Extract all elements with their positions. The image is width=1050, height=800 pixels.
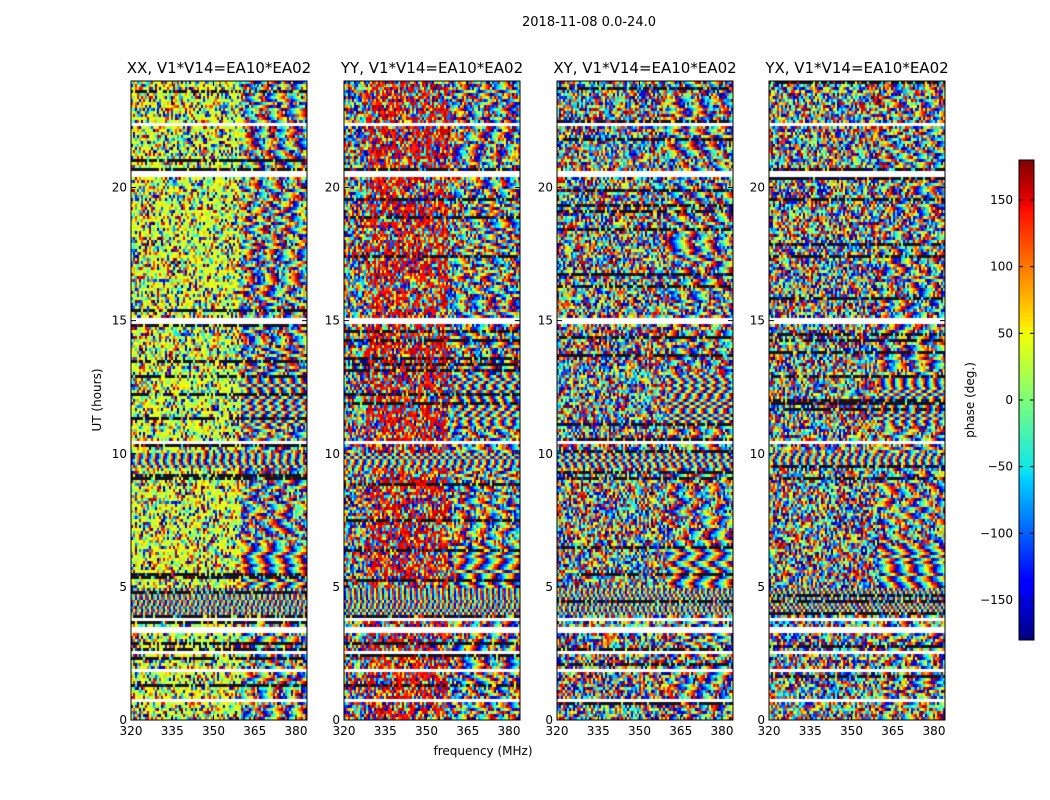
phase-heatmap-yy: [344, 81, 520, 720]
x-tick-label: 365: [881, 724, 904, 738]
phase-heatmap-yx: [769, 81, 945, 720]
colorbar-tick-label: −100: [980, 526, 1013, 540]
panel-yx: YX, V1*V14=EA10*EA02 320 335 350 365 380 0 5 10 1…: [750, 59, 949, 738]
colorbar-ticks: −150 −100 −50 0 50 100 150: [980, 193, 1034, 607]
x-tick-label: 350: [840, 724, 863, 738]
figure-suptitle: 2018-11-08 0.0-24.0: [522, 15, 656, 30]
phase-heatmap-xy: [557, 81, 733, 720]
x-tick-label: 350: [202, 724, 225, 738]
x-tick-label: 380: [285, 724, 308, 738]
x-tick-label: 335: [587, 724, 610, 738]
panel-title: XY, V1*V14=EA10*EA02: [553, 59, 736, 77]
y-tick-label: 10: [325, 447, 340, 461]
y-tick-label: 20: [538, 181, 553, 195]
x-tick-label: 365: [456, 724, 479, 738]
y-axis-label: UT (hours): [90, 368, 104, 431]
colorbar-tick-label: 50: [998, 326, 1013, 340]
y-tick-label: 20: [750, 181, 765, 195]
panel-title: YX, V1*V14=EA10*EA02: [764, 59, 948, 77]
y-tick-label: 20: [325, 181, 340, 195]
x-tick-label: 380: [711, 724, 734, 738]
y-tick-label: 5: [757, 580, 765, 594]
y-tick-label: 0: [757, 713, 765, 727]
y-tick-label: 20: [112, 181, 127, 195]
colorbar-tick-label: 100: [990, 260, 1013, 274]
y-tick-label: 15: [750, 314, 765, 328]
panel-frame: [768, 80, 946, 721]
panel-frame: [130, 80, 308, 721]
x-tick-label: 320: [333, 724, 356, 738]
colorbar-tick-label: 150: [990, 193, 1013, 207]
x-tick-label: 320: [546, 724, 569, 738]
y-tick-label: 15: [112, 314, 127, 328]
x-tick-label: 350: [628, 724, 651, 738]
x-tick-label: 380: [498, 724, 521, 738]
colorbar: −150 −100 −50 0 50 100 150 phase (deg.): [963, 159, 1035, 641]
x-tick-label: 365: [669, 724, 692, 738]
panel-title: YY, V1*V14=EA10*EA02: [340, 59, 523, 77]
y-tick-label: 0: [119, 713, 127, 727]
panel-yy: YY, V1*V14=EA10*EA02 320 335 350 365 380 0 5 10 1…: [325, 59, 523, 738]
y-tick-label: 15: [325, 314, 340, 328]
panel-title: XX, V1*V14=EA10*EA02: [127, 59, 311, 77]
y-tick-label: 10: [750, 447, 765, 461]
colorbar-tick-label: −150: [980, 593, 1013, 607]
y-tick-label: 15: [538, 314, 553, 328]
y-tick-label: 10: [538, 447, 553, 461]
colorbar-tick-label: −50: [988, 460, 1013, 474]
x-tick-label: 335: [161, 724, 184, 738]
y-tick-label: 0: [545, 713, 553, 727]
y-tick-label: 5: [119, 580, 127, 594]
x-tick-label: 365: [243, 724, 266, 738]
x-axis-label: frequency (MHz): [433, 744, 532, 758]
panel-xy: XY, V1*V14=EA10*EA02 320 335 350 365 380 0 5 10 1…: [538, 59, 737, 738]
y-tick-label: 10: [112, 447, 127, 461]
x-tick-label: 335: [799, 724, 822, 738]
x-tick-label: 335: [374, 724, 397, 738]
panel-xx: XX, V1*V14=EA10*EA02 320 335 350 365 380 0 5 10 1…: [112, 59, 312, 738]
y-tick-label: 0: [332, 713, 340, 727]
panels: XX, V1*V14=EA10*EA02 320 335 350 365 380 0 5 10 1…: [112, 59, 949, 738]
colorbar-label: phase (deg.): [963, 362, 977, 438]
x-tick-label: 320: [758, 724, 781, 738]
x-tick-label: 350: [415, 724, 438, 738]
panel-frame: [556, 80, 734, 721]
x-tick-label: 320: [120, 724, 143, 738]
colorbar-tick-label: 0: [1005, 393, 1013, 407]
panel-frame: [343, 80, 521, 721]
y-tick-label: 5: [545, 580, 553, 594]
y-tick-label: 5: [332, 580, 340, 594]
x-tick-label: 380: [923, 724, 946, 738]
phase-heatmap-xx: [131, 81, 307, 720]
